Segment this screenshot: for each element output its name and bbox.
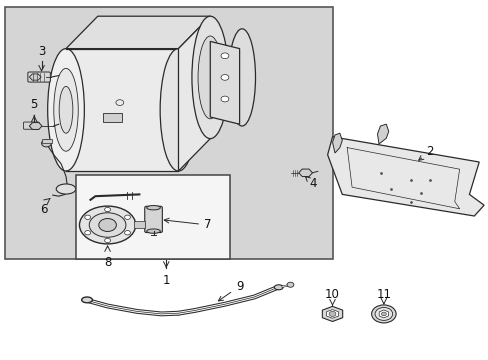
Ellipse shape bbox=[48, 49, 84, 171]
Bar bbox=[5, 7, 332, 259]
Polygon shape bbox=[377, 124, 388, 144]
Circle shape bbox=[124, 231, 130, 235]
Circle shape bbox=[221, 75, 228, 80]
Bar bbox=[41, 139, 52, 143]
Circle shape bbox=[371, 305, 395, 323]
Text: 8: 8 bbox=[103, 256, 111, 269]
Circle shape bbox=[286, 282, 293, 287]
FancyBboxPatch shape bbox=[144, 206, 162, 233]
Polygon shape bbox=[66, 49, 178, 171]
Polygon shape bbox=[178, 16, 210, 171]
Polygon shape bbox=[322, 306, 342, 321]
Text: 7: 7 bbox=[164, 218, 211, 231]
Circle shape bbox=[84, 231, 90, 235]
Text: 9: 9 bbox=[218, 280, 243, 301]
Bar bbox=[102, 113, 122, 122]
Circle shape bbox=[381, 312, 386, 316]
Text: 6: 6 bbox=[40, 203, 48, 216]
Ellipse shape bbox=[54, 68, 78, 151]
Ellipse shape bbox=[198, 36, 222, 119]
Text: 10: 10 bbox=[325, 288, 339, 301]
Ellipse shape bbox=[146, 206, 160, 210]
Text: 4: 4 bbox=[305, 176, 316, 190]
Ellipse shape bbox=[274, 285, 283, 290]
Bar bbox=[76, 175, 229, 259]
Polygon shape bbox=[332, 133, 342, 153]
Circle shape bbox=[104, 207, 110, 212]
Circle shape bbox=[374, 307, 392, 320]
Ellipse shape bbox=[146, 229, 160, 233]
Polygon shape bbox=[29, 122, 42, 130]
Text: 2: 2 bbox=[418, 145, 433, 160]
Ellipse shape bbox=[79, 206, 136, 244]
Circle shape bbox=[41, 140, 51, 147]
Polygon shape bbox=[327, 137, 483, 216]
Polygon shape bbox=[326, 310, 338, 318]
Circle shape bbox=[99, 219, 116, 231]
Polygon shape bbox=[298, 169, 312, 176]
Ellipse shape bbox=[56, 184, 76, 194]
Polygon shape bbox=[378, 310, 388, 318]
FancyBboxPatch shape bbox=[23, 122, 39, 129]
Circle shape bbox=[221, 53, 228, 59]
Text: 11: 11 bbox=[376, 288, 390, 301]
Circle shape bbox=[221, 96, 228, 102]
Polygon shape bbox=[210, 41, 239, 124]
FancyBboxPatch shape bbox=[28, 72, 50, 82]
Bar bbox=[134, 221, 145, 228]
Ellipse shape bbox=[228, 29, 255, 126]
Circle shape bbox=[124, 215, 130, 219]
Ellipse shape bbox=[89, 213, 126, 237]
Circle shape bbox=[104, 238, 110, 243]
Ellipse shape bbox=[160, 49, 196, 171]
Polygon shape bbox=[66, 16, 210, 49]
Circle shape bbox=[328, 311, 335, 316]
Text: 1: 1 bbox=[162, 274, 170, 287]
Ellipse shape bbox=[191, 16, 228, 139]
Circle shape bbox=[84, 215, 90, 219]
Ellipse shape bbox=[59, 86, 73, 133]
Polygon shape bbox=[29, 74, 41, 80]
Text: 5: 5 bbox=[30, 98, 38, 111]
Ellipse shape bbox=[81, 297, 92, 303]
Text: 3: 3 bbox=[38, 45, 45, 58]
